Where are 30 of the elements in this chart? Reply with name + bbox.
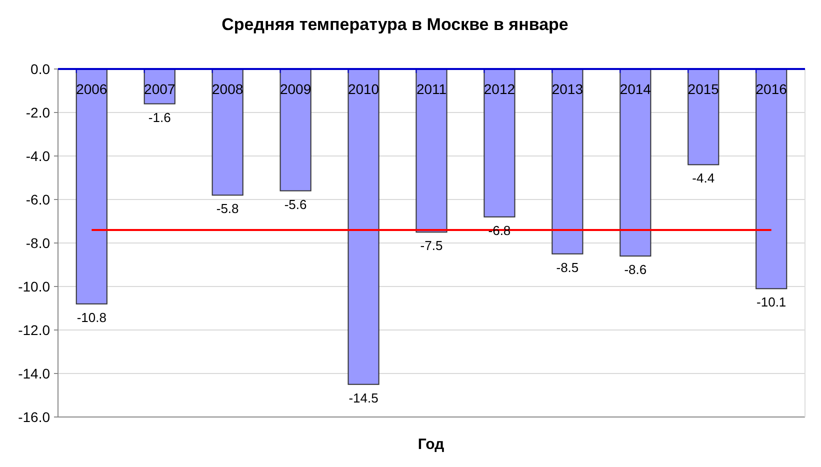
- data-label: -4.4: [692, 170, 715, 186]
- x-tick-label: 2008: [212, 81, 244, 97]
- chart-title: Средняя температура в Москве в январе: [222, 15, 568, 34]
- data-label: -5.8: [216, 201, 239, 216]
- y-tick-label: -14.0: [18, 366, 50, 382]
- x-tick-label: 2015: [688, 81, 720, 97]
- data-label: -10.1: [756, 294, 786, 310]
- y-tick-label: -6.0: [26, 192, 50, 208]
- x-axis-title: Год: [418, 436, 445, 453]
- data-label: -8.5: [556, 260, 579, 275]
- y-tick-label: -12.0: [18, 322, 50, 338]
- x-tick-label: 2012: [484, 81, 516, 97]
- data-label: -7.5: [420, 238, 443, 254]
- y-tick-label: -8.0: [26, 235, 50, 251]
- data-label: -5.6: [284, 196, 307, 212]
- data-label: -1.6: [148, 110, 171, 125]
- data-label: -8.6: [624, 262, 647, 278]
- y-tick-label: 0.0: [30, 61, 50, 77]
- x-tick-label: 2009: [280, 81, 312, 97]
- x-tick-label: 2013: [552, 81, 584, 97]
- x-tick-label: 2014: [620, 81, 652, 97]
- data-label: -10.8: [76, 310, 106, 325]
- data-label: -14.5: [348, 390, 378, 406]
- y-tick-label: -4.0: [26, 148, 50, 164]
- y-tick-label: -10.0: [18, 278, 50, 294]
- x-tick-label: 2010: [348, 81, 380, 97]
- x-tick-label: 2007: [144, 81, 176, 97]
- y-tick-label: -16.0: [18, 409, 50, 425]
- x-tick-label: 2011: [416, 81, 447, 97]
- y-tick-label: -2.0: [26, 104, 50, 120]
